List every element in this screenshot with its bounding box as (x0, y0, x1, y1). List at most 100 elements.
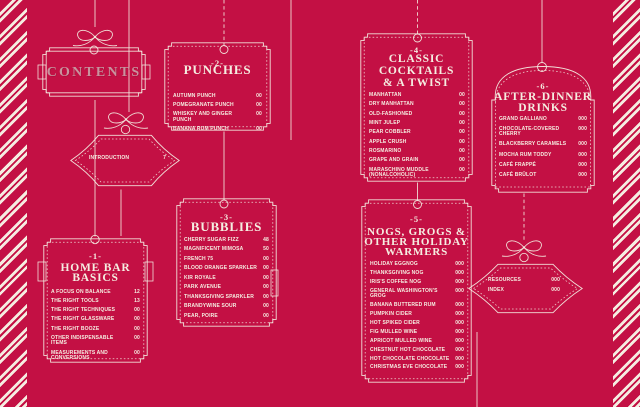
entry-page: 000 (455, 311, 464, 318)
entry-title: PARK AVENUE (184, 284, 222, 291)
section-number: -3- (220, 212, 233, 222)
entry-title: HOLIDAY EGGNOG (370, 261, 418, 268)
toc-entry: THANKSGIVING SPARKLER 00 (184, 293, 269, 301)
toc-entry: A FOCUS ON BALANCE 12 (51, 289, 140, 296)
entry-title: HOT CHOCOLATE CHOCOLATE (370, 355, 450, 362)
entry-page: 000 (455, 261, 464, 268)
entry-page: 00 (459, 120, 465, 127)
entry-page: 00 (134, 325, 140, 332)
toc-entry: MARASCHINO MUDDLE (NONALCOHOLIC) 00 (369, 166, 465, 179)
bow-icon (72, 29, 118, 47)
entry-page: 7 (163, 154, 166, 161)
introduction-tag: INTRODUCTION 7 (69, 133, 181, 188)
entry-title: POMEGRANATE PUNCH (173, 101, 234, 108)
section-title: AFTER-DINNER DRINKS (494, 91, 592, 114)
entry-page: 00 (263, 293, 269, 300)
section-tag-punches: -2- PUNCHES AUTUMN PUNCH 00 POMEGRANATE … (164, 42, 271, 133)
toc-entry: THE RIGHT GLASSWARE 00 (51, 317, 140, 323)
entry-title: BANANA RUM PUNCH (173, 126, 229, 133)
toc-entry: THE RIGHT TECHNIQUES 00 (51, 308, 140, 314)
toc-entry: APRICOT MULLED WINE 000 (370, 338, 464, 345)
entry-title: CHESTNUT HOT CHOCOLATE (370, 346, 446, 353)
entry-page: 000 (455, 346, 464, 353)
ring-icon (120, 124, 131, 135)
section-title: BUBBLIES (190, 218, 263, 234)
entry-page: 000 (578, 141, 587, 148)
entry-title: MOCHA RUM TODDY (499, 151, 552, 158)
entry-title: CAFÉ FRAPPÉ (499, 161, 536, 168)
entry-page: 000 (455, 270, 464, 277)
entry-page: 000 (551, 277, 560, 284)
hang-hole-icon (413, 33, 422, 43)
entry-title: AUTUMN PUNCH (173, 92, 216, 99)
toc-entry: HOLIDAY EGGNOG 000 (370, 262, 464, 268)
section-number: -4- (410, 45, 423, 55)
entry-page: 00 (459, 110, 465, 117)
entry-page: 000 (455, 287, 464, 294)
entry-title: MARASCHINO MUDDLE (NONALCOHOLIC) (369, 166, 429, 179)
side-tab (141, 64, 151, 80)
tag-frame (176, 198, 279, 327)
side-tab (144, 261, 154, 282)
entry-page: 00 (459, 92, 465, 99)
section-title: PUNCHES (183, 61, 252, 77)
entry-title: CHRISTMAS EVE CHOCOLATE (370, 364, 448, 371)
side-tab (37, 261, 47, 282)
hang-hole-icon (89, 45, 99, 55)
toc-entry: BANANA RUM PUNCH 00 (173, 127, 262, 133)
entry-title: CAFÉ BRÛLOT (499, 171, 537, 178)
entry-page: 00 (256, 101, 262, 108)
toc-entry: MINT JULEP 00 (369, 121, 465, 127)
entry-title: RESOURCES (488, 277, 522, 284)
ring-icon (519, 252, 529, 263)
candy-stripe-border-right (613, 0, 640, 407)
tag-frame (164, 42, 271, 131)
entry-page: 000 (578, 161, 587, 168)
section-number: -1- (89, 251, 102, 261)
hang-hole-icon (219, 45, 229, 54)
section-number: -6- (536, 81, 550, 91)
hang-hole-icon (537, 62, 547, 72)
entry-title: GRAPE AND GRAIN (369, 157, 419, 164)
section-number: -5- (410, 214, 423, 224)
section-title: HOME BAR BASICS (60, 261, 131, 285)
toc-entry: GRAND GALLIANO 000 (499, 115, 587, 123)
entry-page: 00 (459, 129, 465, 136)
bow-icon (103, 112, 149, 129)
entry-page: 000 (578, 115, 587, 122)
toc-entry: HOT CHOCOLATE CHOCOLATE 000 (370, 355, 464, 363)
toc-items: RESOURCES 000 INDEX 000 (488, 278, 560, 298)
section-tag-bubblies: -3- BUBBLIES CHERRY SUGAR FIZZ 48 MAGNIF… (176, 198, 279, 327)
entry-page: 00 (263, 312, 269, 319)
entry-title: THANKSGIVING SPARKLER (184, 293, 255, 300)
entry-title: THE RIGHT TECHNIQUES (51, 307, 116, 314)
contents-tag: CONTENTS (37, 45, 151, 97)
toc-entry: WHISKEY AND GINGER PUNCH 00 (173, 112, 262, 123)
toc-entry: INTRODUCTION 7 (89, 154, 166, 162)
toc-entry: BLACKBERRY CARAMELS 000 (499, 142, 587, 148)
entry-title: GENERAL WASHINGTON'S GROG (370, 287, 438, 300)
entry-title: APPLE CRUSH (369, 138, 407, 145)
entry-page: 000 (455, 328, 464, 335)
entry-title: FIG MULLED WINE (370, 328, 418, 335)
toc-entry: MOCHA RUM TODDY 000 (499, 151, 587, 159)
toc-entry: PARK AVENUE 00 (184, 285, 269, 291)
toc-entry: CHERRY SUGAR FIZZ 48 (184, 237, 269, 244)
entry-page: 00 (263, 284, 269, 291)
candy-stripe-border-left (0, 0, 27, 407)
toc-entry: GRAPE AND GRAIN 00 (369, 158, 465, 164)
toc-entry: MAGNIFICENT MIMOSA 50 (184, 247, 269, 253)
toc-entry: MANHATTAN 00 (369, 93, 465, 99)
tag-frame (361, 199, 472, 383)
section-tag-after-dinner: -6- AFTER-DINNER DRINKS GRAND GALLIANO 0… (491, 62, 595, 193)
toc-entry: IRIS'S COFFEE NOG 000 (370, 279, 464, 286)
entry-title: ROSMARINO (369, 147, 402, 154)
tag-frame (467, 263, 584, 314)
toc-entry: FRENCH 75 00 (184, 256, 269, 263)
entry-page: 00 (459, 166, 465, 173)
toc-entry: BANANA BUTTERED RUM 000 (370, 303, 464, 309)
toc-entry: THANKSGIVING NOG 000 (370, 271, 464, 277)
entry-page: 00 (263, 303, 269, 310)
entry-title: WHISKEY AND GINGER PUNCH (173, 111, 233, 123)
